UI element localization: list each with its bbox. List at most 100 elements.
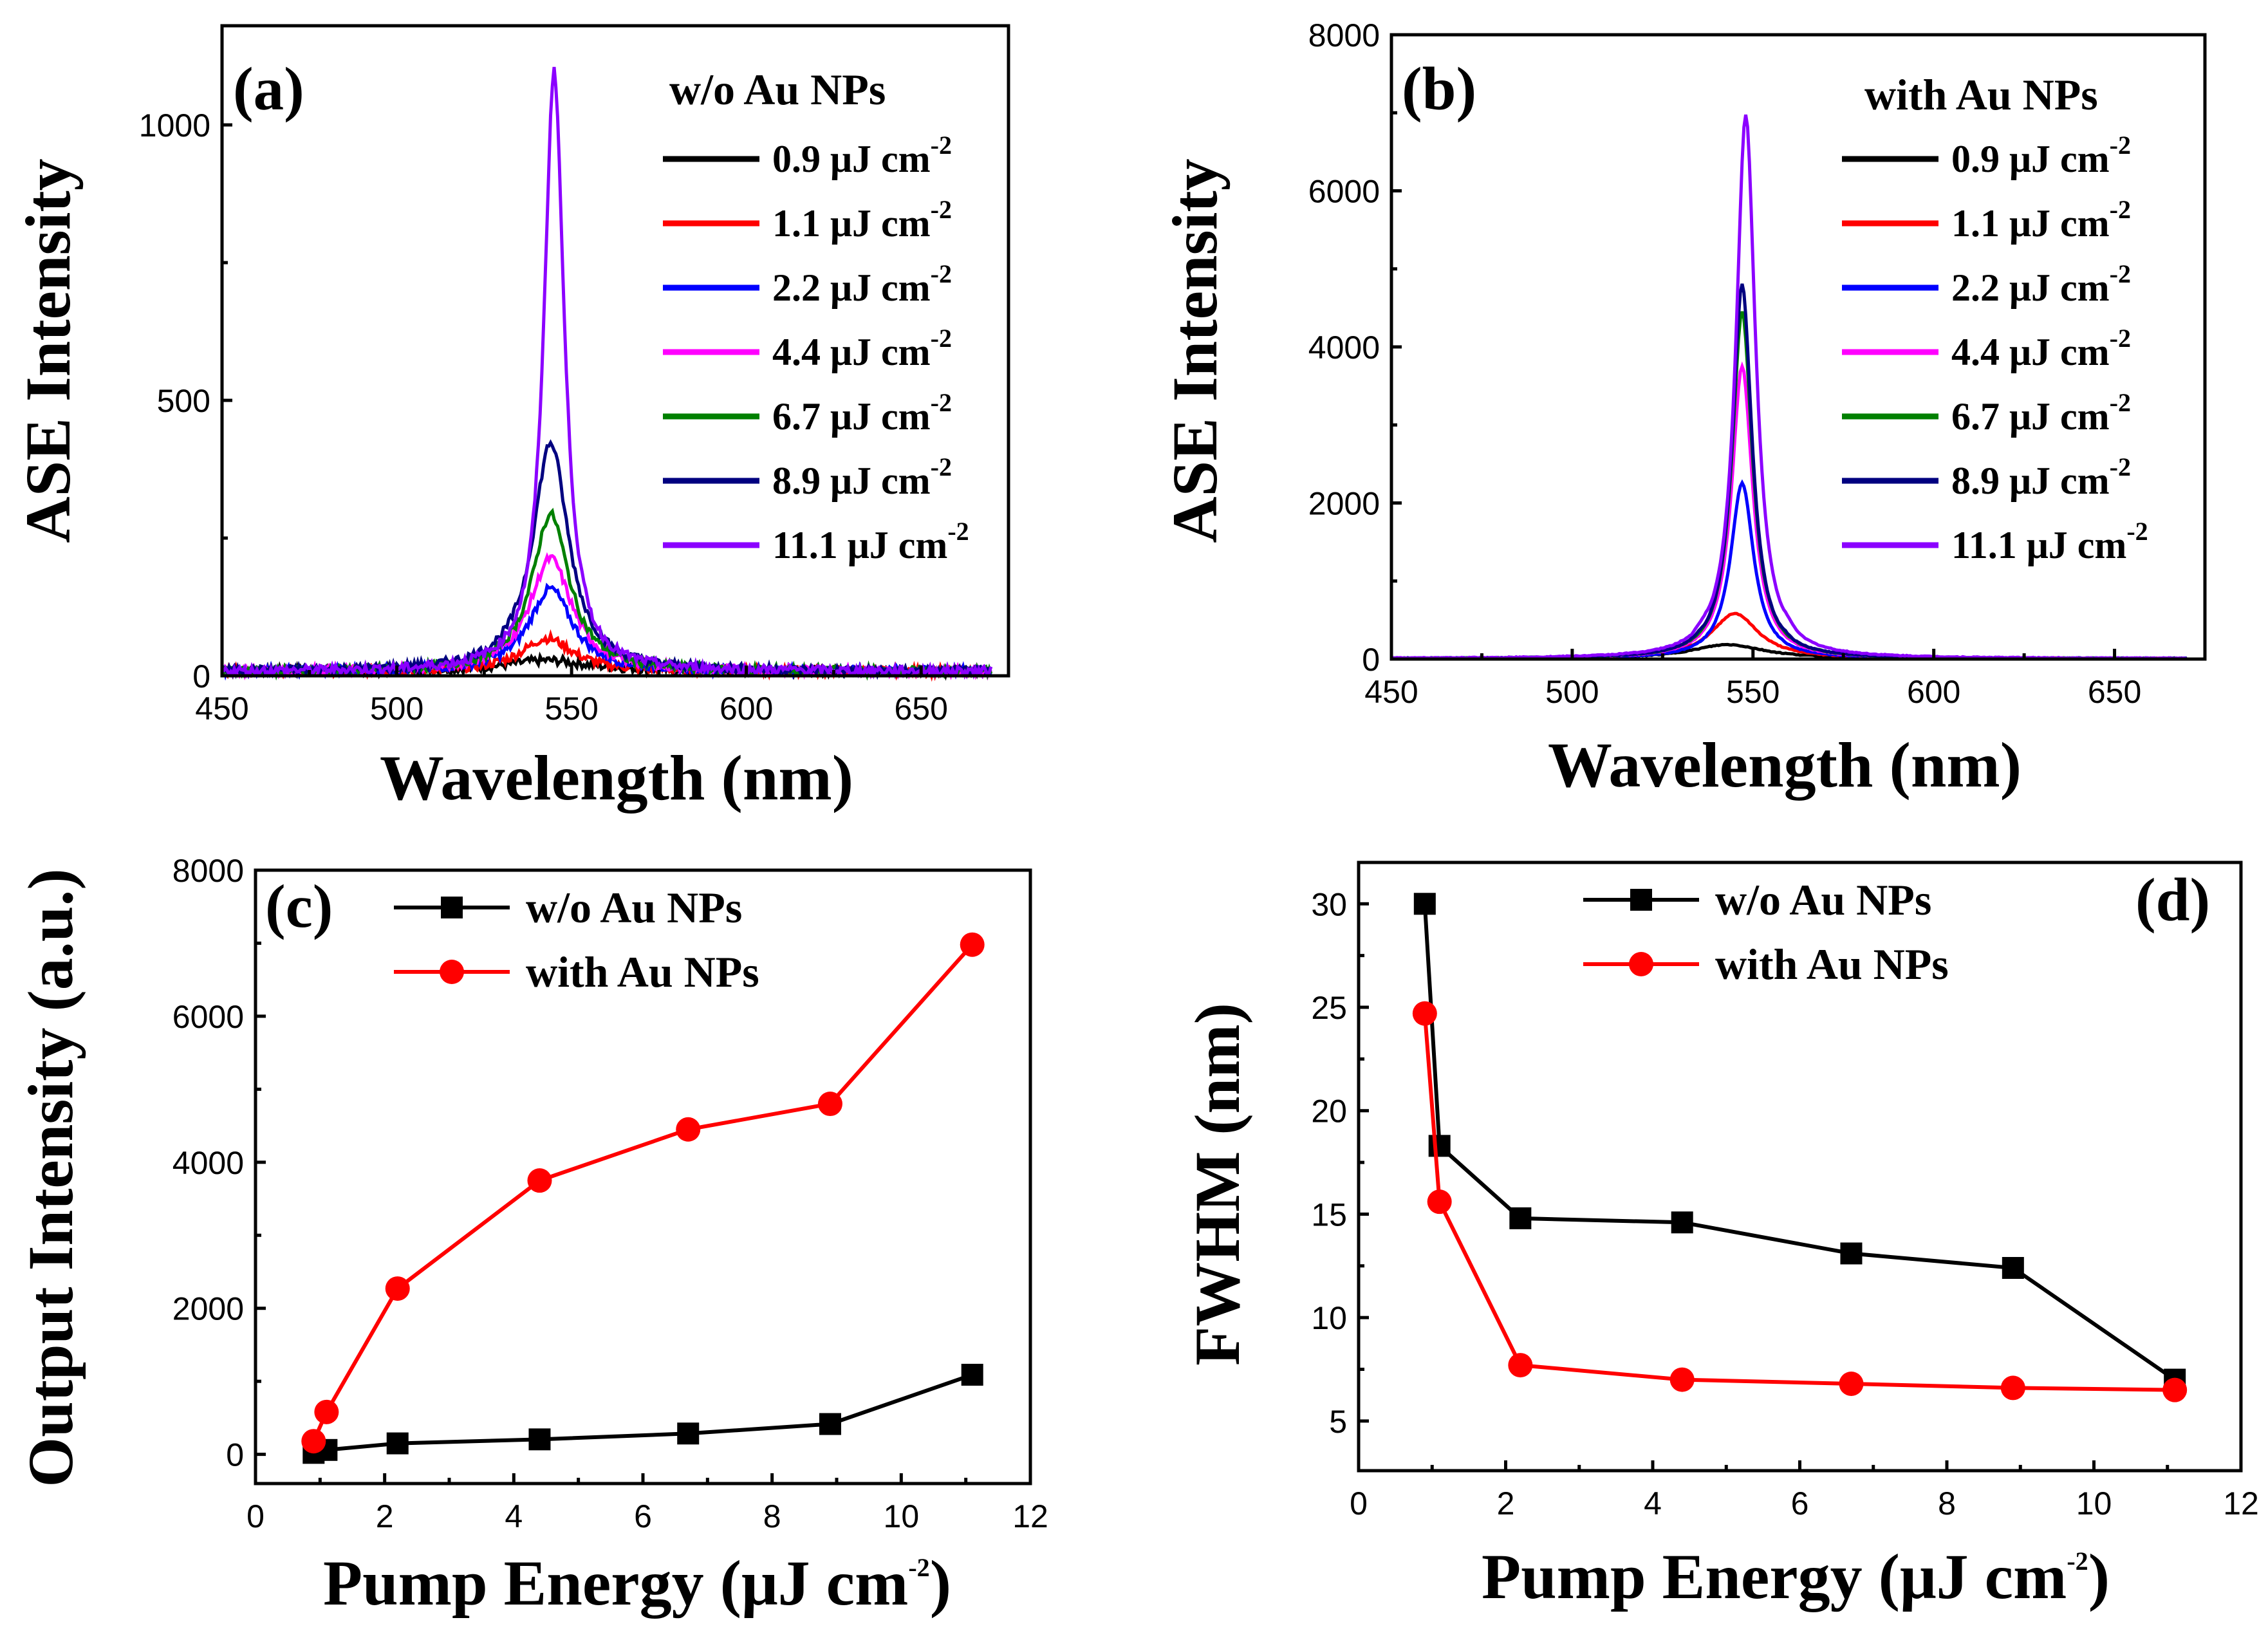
x-tick-label: 10 [884,1498,920,1534]
panel-b-curves [1391,114,2188,661]
panel-d-y-ticks: 5 10 15 20 25 30 [1311,886,1369,1440]
legend-label-main: 11.1 μJ cm [772,524,947,566]
legend-label-main: 1.1 μJ cm [772,202,931,245]
y-tick-label: 1000 [139,107,210,144]
panel-d-x-ticks: 0 2 4 6 8 10 12 [1350,1460,2259,1522]
legend-label-sup: -2 [2110,324,2131,353]
legend-marker-square [1630,889,1652,911]
panel-d-x-axis-title-sup: -2 [2067,1547,2088,1576]
y-tick-label: 4000 [172,1145,244,1181]
legend-label-sup: -2 [2110,131,2131,160]
y-tick-label: 0 [1362,642,1380,678]
panel-a-label: (a) [233,55,304,123]
spectrum-line [221,66,993,680]
legend-label-sup: -2 [931,388,952,417]
x-tick-label: 600 [1907,674,1960,710]
x-tick-label: 2 [1497,1485,1515,1522]
panel-a-curves [220,66,993,682]
panel-a-x-axis-title: Wavelength (nm) [380,742,853,814]
y-tick-label: 2000 [1308,486,1380,522]
legend-label-main: 0.9 μJ cm [1951,138,2110,180]
y-tick-label: 6000 [1308,174,1380,210]
legend-marker-square [441,897,463,918]
legend-label-main: 6.7 μJ cm [772,395,931,438]
panel-c: 0 2 4 6 8 10 12 0 2000 4000 6000 8000 (c) w/o Au N… [15,853,1048,1619]
legend-label-main: 8.9 μJ cm [772,460,931,502]
data-point-square [961,1363,983,1386]
x-tick-label: 4 [505,1498,523,1534]
x-tick-label: 550 [544,691,598,727]
panel-a-y-ticks: 0 500 1000 [139,107,232,694]
panel-b: 450 500 550 600 650 0 2000 4000 6000 8000 (b) wi… [1159,17,2207,801]
legend-label-main: 6.7 μJ cm [1951,395,2110,438]
data-point-square [819,1413,841,1435]
data-point-circle [2162,1377,2188,1402]
legend-label: with Au NPs [526,947,759,996]
legend-label: 1.1 μJ cm-2 [772,195,952,245]
legend-label-sup: -2 [2110,388,2131,417]
y-tick-label: 8000 [172,853,244,889]
x-tick-label: 0 [1350,1485,1368,1522]
panel-d-x-axis-title-end: ) [2088,1541,2110,1612]
data-point-circle [2000,1375,2025,1401]
legend-label: 6.7 μJ cm-2 [1951,388,2131,438]
x-tick-label: 500 [370,691,423,727]
data-point-circle [314,1399,339,1424]
legend-label-sup: -2 [931,452,952,481]
panel-d-label: (d) [2135,866,2210,934]
data-point-square [1840,1242,1863,1265]
data-point-circle [1669,1367,1695,1392]
data-point-square [386,1432,409,1455]
legend-label-main: 2.2 μJ cm [1951,266,2110,309]
panel-c-series [301,932,985,1464]
x-tick-label: 10 [2076,1485,2112,1522]
legend-label: 4.4 μJ cm-2 [1951,324,2131,373]
x-tick-label: 2 [376,1498,394,1534]
legend-label-sup: -2 [931,324,952,353]
data-point-circle [527,1168,552,1193]
y-tick-label: 30 [1311,886,1347,922]
legend-label: 4.4 μJ cm-2 [772,324,952,373]
y-tick-label: 6000 [172,999,244,1035]
panel-c-x-axis-title-end: ) [930,1547,951,1619]
data-point-square [1671,1211,1693,1234]
data-point-square [677,1422,700,1445]
legend-label: 6.7 μJ cm-2 [772,388,952,438]
panel-b-x-ticks: 450 500 550 600 650 [1364,649,2141,710]
legend-label-main: 11.1 μJ cm [1951,524,2126,566]
data-point-square [2002,1257,2024,1279]
panel-a-y-axis-title: ASE Intensity [12,158,84,543]
spectrum-line [1391,114,2188,661]
panel-b-legend-title: with Au NPs [1864,70,2098,119]
panel-c-y-axis-title: Output Intensity (a.u.) [15,868,86,1487]
panel-b-label: (b) [1402,55,1476,123]
data-point-circle [385,1276,410,1301]
y-tick-label: 0 [192,658,210,694]
panel-d-x-axis-title-main: Pump Energy (μJ cm [1482,1541,2067,1612]
x-tick-label: 450 [1364,674,1418,710]
data-point-circle [1508,1353,1533,1378]
panel-a-x-ticks: 450 500 550 600 650 [195,666,948,727]
legend-label-sup: -2 [2110,259,2131,288]
x-tick-label: 450 [195,691,248,727]
y-tick-label: 2000 [172,1291,244,1327]
legend-label-sup: -2 [931,259,952,288]
legend-label: 11.1 μJ cm-2 [772,517,969,566]
legend-label: w/o Au NPs [526,883,742,932]
x-tick-label: 8 [1938,1485,1956,1522]
x-tick-label: 12 [2223,1485,2259,1522]
legend-label-main: 4.4 μJ cm [772,331,931,373]
legend-label-main: 1.1 μJ cm [1951,202,2110,245]
x-tick-label: 650 [895,691,948,727]
panel-c-y-ticks: 0 2000 4000 6000 8000 [172,853,266,1473]
x-tick-label: 0 [246,1498,265,1534]
x-tick-label: 600 [720,691,773,727]
panel-c-label: (c) [265,872,333,940]
x-tick-label: 6 [634,1498,652,1534]
panel-c-x-axis-title-sup: -2 [908,1553,929,1582]
panel-d-series [1412,893,2188,1402]
panel-b-x-axis-title: Wavelength (nm) [1548,729,2022,801]
data-point-circle [960,932,985,957]
